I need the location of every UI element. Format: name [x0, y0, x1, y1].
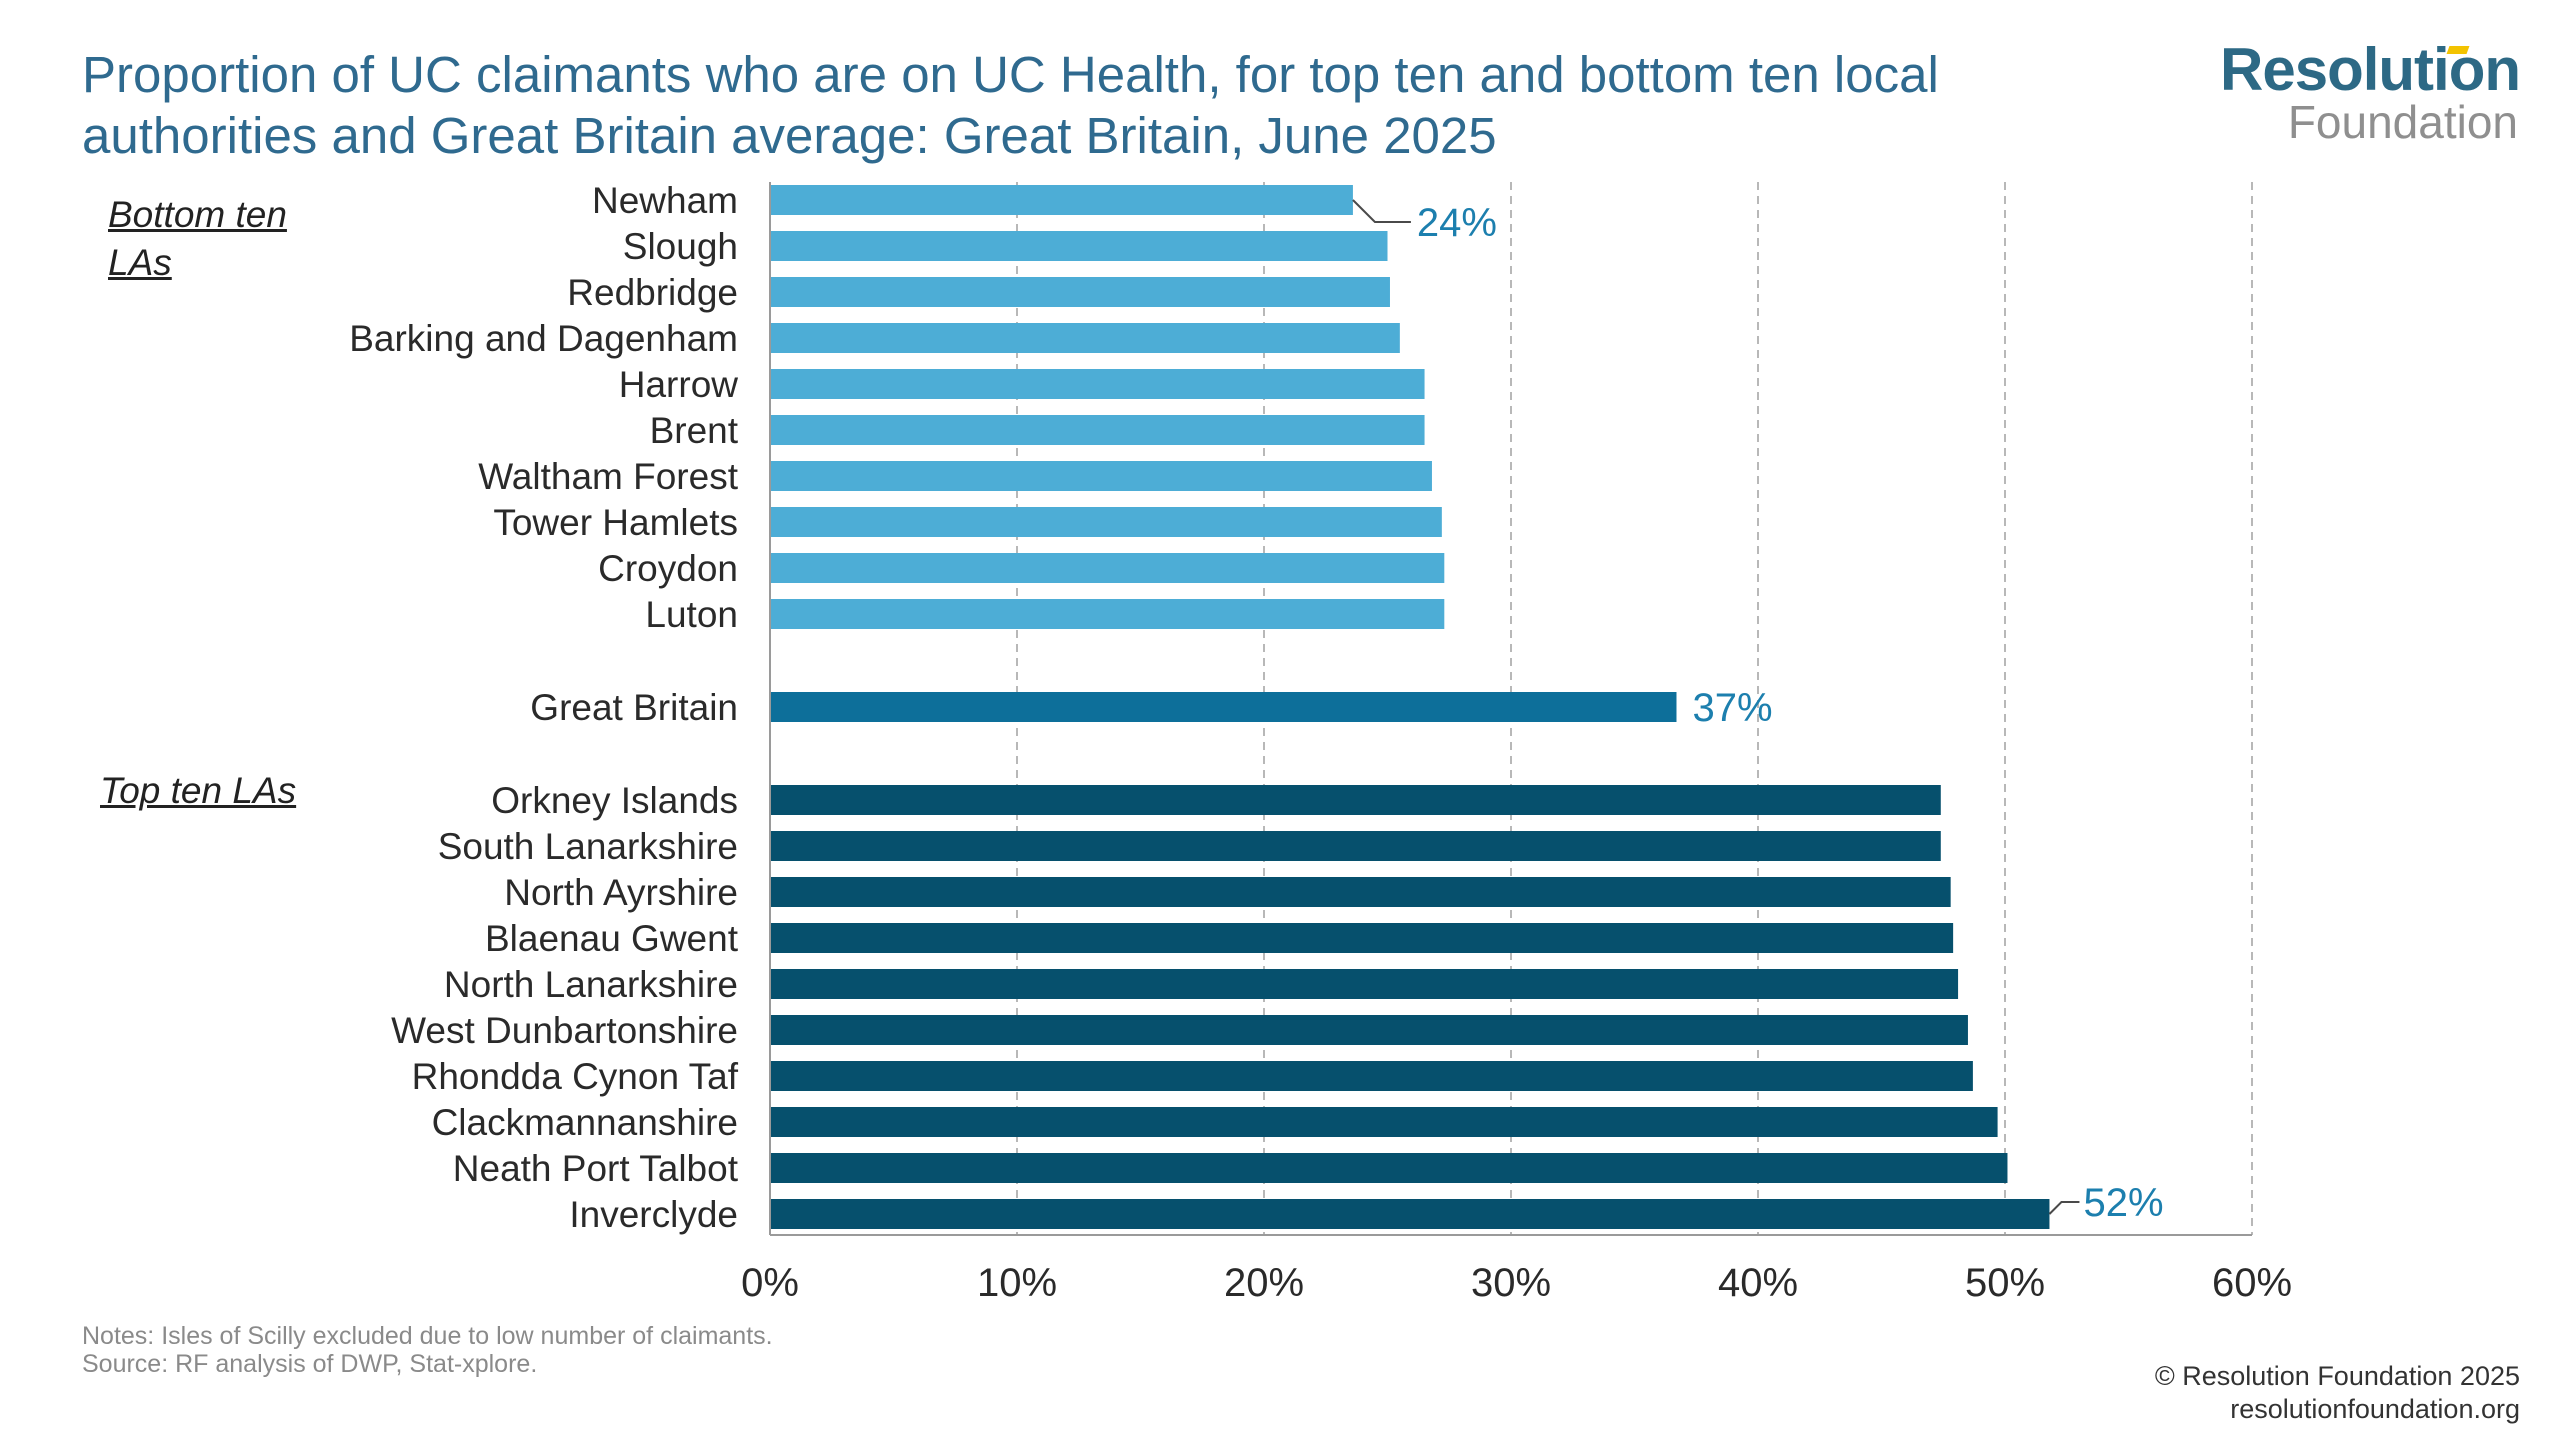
chart-title-line-2: authorities and Great Britain average: G…: [82, 107, 1497, 164]
bar-tower-hamlets: [770, 507, 1442, 537]
bar-north-lanarkshire: [770, 969, 1959, 999]
category-label-brent: Brent: [650, 410, 739, 451]
category-label-neath-port-talbot: Neath Port Talbot: [453, 1148, 739, 1189]
category-label-barking-and-dagenham: Barking and Dagenham: [349, 318, 738, 359]
value-annotations: 24% 37% 52%: [1352, 199, 2164, 1225]
category-label-inverclyde: Inverclyde: [569, 1194, 738, 1235]
category-label-north-lanarkshire: North Lanarkshire: [444, 964, 738, 1005]
category-labels: Newham Slough Redbridge Barking and Dagenha…: [349, 180, 738, 1235]
x-tick-label-50: 50%: [1965, 1261, 2045, 1305]
bar-slough: [770, 231, 1388, 261]
category-label-north-ayrshire: North Ayrshire: [504, 872, 738, 913]
bar-redbridge: [770, 277, 1390, 307]
bar-great-britain: [770, 692, 1677, 722]
chart-title: Proportion of UC claimants who are on UC…: [82, 44, 2102, 166]
bar-harrow: [770, 369, 1425, 399]
annotation-inverclyde: 52%: [2083, 1181, 2163, 1225]
bar-neath-port-talbot: [770, 1153, 2008, 1183]
category-label-luton: Luton: [645, 594, 738, 635]
bar-south-lanarkshire: [770, 831, 1941, 861]
category-label-tower-hamlets: Tower Hamlets: [493, 502, 738, 543]
category-label-newham: Newham: [592, 180, 738, 221]
category-label-croydon: Croydon: [598, 548, 738, 589]
bar-rhondda-cynon-taf: [770, 1061, 1973, 1091]
annotation-leader-inverclyde: [2048, 1201, 2080, 1215]
x-tick-label-30: 30%: [1471, 1261, 1551, 1305]
category-label-rhondda-cynon-taf: Rhondda Cynon Taf: [412, 1056, 739, 1097]
notes-text: Notes: Isles of Scilly excluded due to l…: [82, 1322, 773, 1350]
bars: [770, 185, 2050, 1229]
resolution-foundation-logo: Resolution Foundation: [2220, 36, 2521, 148]
bar-orkney-islands: [770, 785, 1941, 815]
category-label-slough: Slough: [623, 226, 738, 267]
top-ten-group-label: Top ten LAs: [100, 767, 296, 815]
bar-clackmannanshire: [770, 1107, 1998, 1137]
bottom-ten-group-label: Bottom ten LAs: [108, 191, 287, 287]
bar-west-dunbartonshire: [770, 1015, 1968, 1045]
logo-main-text: Resolution: [2220, 36, 2521, 103]
x-tick-label-20: 20%: [1224, 1261, 1304, 1305]
bottom-ten-label-line-2: LAs: [108, 242, 172, 283]
x-tick-label-10: 10%: [977, 1261, 1057, 1305]
category-label-harrow: Harrow: [619, 364, 739, 405]
category-label-waltham-forest: Waltham Forest: [478, 456, 738, 497]
bar-north-ayrshire: [770, 877, 1951, 907]
annotation-leader-newham: [1352, 199, 1411, 223]
bottom-ten-label-line-1: Bottom ten: [108, 194, 287, 235]
category-label-west-dunbartonshire: West Dunbartonshire: [391, 1010, 738, 1051]
chart-title-line-1: Proportion of UC claimants who are on UC…: [82, 46, 1939, 103]
annotation-newham: 24%: [1417, 201, 1497, 245]
credits: © Resolution Foundation 2025 resolutionf…: [2155, 1360, 2520, 1426]
bar-blaenau-gwent: [770, 923, 1954, 953]
logo-sub-text: Foundation: [2287, 96, 2518, 148]
x-axis: 0% 10% 20% 30% 40% 50% 60%: [741, 182, 2292, 1305]
top-ten-label-text: Top ten LAs: [100, 770, 297, 811]
category-label-clackmannanshire: Clackmannanshire: [432, 1102, 738, 1143]
bar-barking-and-dagenham: [770, 323, 1400, 353]
x-tick-label-40: 40%: [1718, 1261, 1798, 1305]
website-text: resolutionfoundation.org: [2230, 1394, 2520, 1424]
bar-newham: [770, 185, 1353, 215]
bar-inverclyde: [770, 1199, 2050, 1229]
category-label-great-britain: Great Britain: [530, 687, 738, 728]
x-tick-label-0: 0%: [741, 1261, 799, 1305]
category-label-blaenau-gwent: Blaenau Gwent: [485, 918, 739, 959]
category-label-redbridge: Redbridge: [567, 272, 738, 313]
footnotes: Notes: Isles of Scilly excluded due to l…: [82, 1322, 773, 1378]
bar-croydon: [770, 553, 1445, 583]
copyright-text: © Resolution Foundation 2025: [2154, 1361, 2520, 1391]
bar-brent: [770, 415, 1425, 445]
category-label-south-lanarkshire: South Lanarkshire: [438, 826, 738, 867]
gridlines: [1016, 182, 2253, 1235]
category-label-orkney-islands: Orkney Islands: [491, 780, 738, 821]
x-tick-label-60: 60%: [2212, 1261, 2292, 1305]
annotation-great-britain: 37%: [1692, 686, 1772, 730]
source-text: Source: RF analysis of DWP, Stat-xplore.: [82, 1350, 538, 1378]
bar-luton: [770, 599, 1445, 629]
bar-waltham-forest: [770, 461, 1432, 491]
